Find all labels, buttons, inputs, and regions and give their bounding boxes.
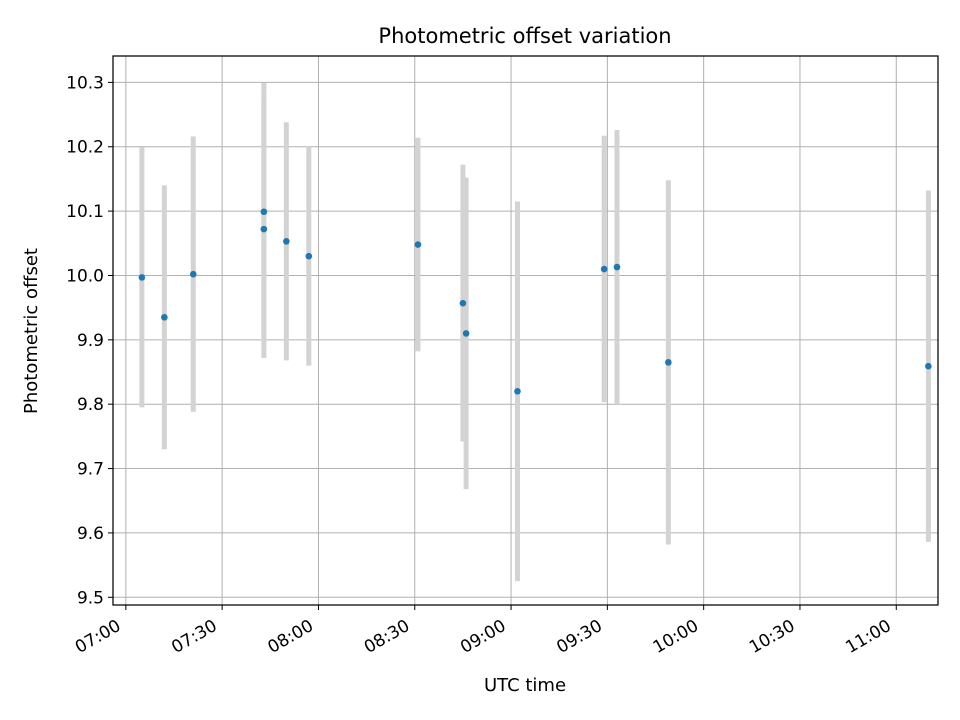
data-point: [613, 263, 621, 271]
y-tick-label: 9.8: [77, 395, 104, 415]
data-point: [138, 274, 146, 281]
y-axis-label: Photometric offset: [21, 248, 42, 414]
point-layer: [138, 208, 932, 395]
data-point: [161, 314, 168, 321]
chart-title: Photometric offset variation: [378, 24, 671, 48]
data-point: [514, 388, 521, 395]
data-point: [189, 270, 197, 278]
y-tick-label: 10.2: [66, 138, 104, 158]
data-point: [459, 299, 467, 307]
data-point: [260, 225, 268, 233]
data-point: [414, 241, 422, 248]
data-point: [283, 238, 290, 245]
data-point: [665, 359, 672, 366]
plot-frame: [112, 55, 939, 606]
grid-layer: [113, 56, 938, 605]
y-tick-label: 9.5: [77, 588, 104, 608]
y-tick-label: 10.0: [66, 266, 104, 286]
data-point: [462, 330, 470, 337]
data-point: [305, 252, 313, 260]
data-point: [600, 265, 608, 273]
y-tick-label: 9.6: [77, 524, 104, 544]
y-tick-label: 10.3: [66, 73, 104, 93]
y-tick-label: 9.7: [77, 460, 104, 480]
data-point: [260, 208, 268, 216]
data-point: [925, 362, 932, 370]
x-axis-label: UTC time: [484, 675, 566, 696]
y-tick-label: 10.1: [66, 202, 104, 222]
y-tick-label: 9.9: [77, 331, 104, 351]
